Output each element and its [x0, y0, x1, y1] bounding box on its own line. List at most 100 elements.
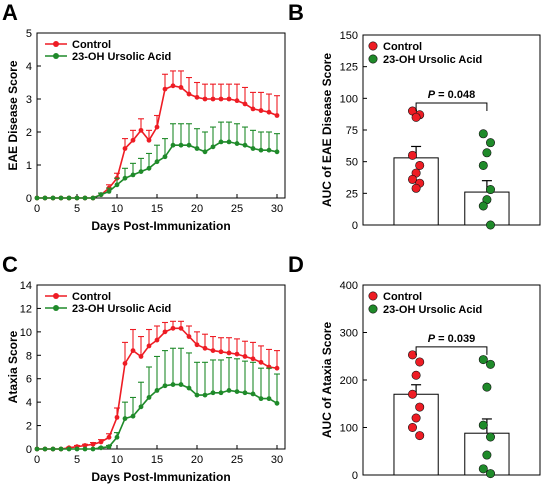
significance-bracket: P = 0.039 [415, 333, 488, 355]
data-point [242, 101, 248, 107]
data-point [234, 98, 240, 104]
data-point [250, 356, 256, 362]
y-tick-label: 300 [340, 328, 358, 340]
x-tick-label: 25 [231, 203, 243, 215]
y-tick-label: 8 [26, 350, 32, 362]
data-point [242, 142, 248, 148]
panel-d-bar-chart: 0 100 200 300 400 AUC of Ataxia Score P = 0.03… [320, 280, 541, 482]
y-tick-label: 100 [340, 423, 358, 435]
legend-entry: Control [368, 291, 422, 303]
panel-b-bar-chart: 0 25 50 75 100 125 150 AUC of EAE Disease Score… [320, 30, 541, 232]
data-point [258, 359, 264, 365]
data-point [218, 96, 224, 102]
x-tick-label: 0 [34, 454, 40, 466]
legend-marker [53, 53, 59, 59]
data-point [162, 154, 168, 160]
data-point [138, 169, 144, 175]
data-point [122, 146, 128, 151]
x-tick-label: 15 [151, 203, 163, 215]
significance-bracket: P = 0.048 [415, 89, 488, 111]
p-value-text: = 0.039 [435, 333, 475, 345]
data-point [154, 159, 160, 165]
data-point [226, 96, 232, 102]
data-point [178, 85, 184, 90]
x-tick-label: 15 [151, 454, 163, 466]
x-axis-title: Days Post-Immunization [91, 470, 230, 484]
x-tick-label: 10 [111, 454, 123, 466]
data-point [202, 392, 208, 398]
data-point [170, 325, 176, 331]
legend-label: Control [72, 39, 111, 51]
data-point [250, 391, 256, 397]
bar-group-control [393, 106, 439, 226]
legend-label: 23-OH Ursolic Acid [72, 51, 171, 63]
bracket-line [415, 102, 488, 111]
x-tick-label: 5 [74, 203, 80, 215]
series-control [34, 70, 280, 201]
data-point [485, 185, 495, 195]
legend-entry: Control [368, 41, 422, 53]
y-axis-title: AUC of EAE Disease Score [320, 53, 334, 207]
data-point [210, 144, 216, 150]
data-point [194, 94, 200, 100]
legend-label: 23-OH Ursolic Acid [383, 54, 482, 66]
data-point [146, 395, 152, 400]
data-point [210, 348, 216, 353]
data-point [274, 149, 280, 155]
data-point [82, 195, 88, 201]
data-point [34, 446, 40, 452]
data-point [194, 342, 200, 348]
data-point [58, 195, 64, 201]
data-point [162, 86, 168, 92]
data-point [122, 416, 128, 421]
data-point [154, 388, 160, 393]
data-point [90, 195, 96, 201]
data-point [130, 172, 136, 178]
panel-letter-a: A [2, 0, 18, 25]
data-point [234, 351, 240, 357]
y-tick-label: 0 [352, 220, 358, 232]
data-point [202, 149, 208, 155]
plot-frame [36, 32, 286, 199]
legend-entry: 23-OH Ursolic Acid [45, 51, 171, 63]
data-point [274, 400, 280, 406]
data-point [218, 139, 224, 145]
legend-marker [53, 293, 59, 299]
data-point [478, 201, 488, 211]
data-point [58, 446, 64, 452]
data-point [234, 389, 240, 394]
data-point [194, 146, 200, 151]
data-point [485, 138, 495, 148]
panel-a-line-chart: 0 5 10 15 20 25 30 0 1 2 3 4 5 Days Post-Immunization… [6, 28, 286, 233]
y-tick-label: 3 [26, 94, 32, 106]
data-point [485, 432, 495, 442]
y-tick-label: 14 [20, 280, 32, 292]
data-point [114, 434, 120, 440]
data-point [50, 195, 56, 201]
series-line [37, 383, 278, 450]
y-tick-label: 50 [346, 157, 358, 169]
data-point [226, 350, 232, 356]
data-point [178, 325, 184, 331]
y-axis-title: EAE Disease Score [6, 60, 20, 170]
panel-letter-c: C [2, 252, 18, 277]
data-point [266, 147, 272, 153]
y-tick-label: 25 [346, 188, 358, 200]
y-tick-label: 5 [26, 28, 32, 40]
data-point [407, 150, 417, 160]
y-tick-label: 0 [26, 193, 32, 205]
data-point [90, 446, 96, 452]
data-point [130, 348, 136, 353]
data-point [407, 389, 417, 399]
legend-entry: Control [45, 291, 111, 303]
data-point [250, 106, 256, 112]
data-point [218, 390, 224, 396]
p-symbol: P [428, 89, 436, 101]
y-tick-label: 200 [340, 375, 358, 387]
data-point [138, 127, 144, 133]
x-tick-label: 30 [271, 203, 283, 215]
legend-label: 23-OH Ursolic Acid [72, 303, 171, 315]
data-point [266, 109, 272, 115]
legend-marker [368, 54, 378, 64]
legend-entry: 23-OH Ursolic Acid [45, 303, 171, 315]
